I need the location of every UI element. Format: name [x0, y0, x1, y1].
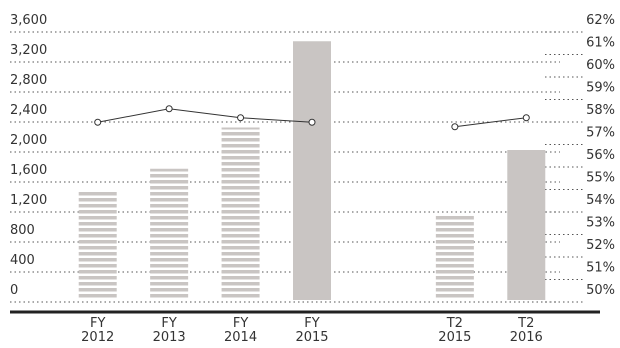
bar — [293, 41, 331, 300]
y2-tick-label: 62% — [586, 13, 615, 28]
y-tick-label: 0 — [10, 283, 18, 298]
y2-tick-label: 60% — [586, 58, 615, 73]
line — [454, 117, 527, 128]
y2-tick-label: 52% — [586, 238, 615, 253]
y2-tick-label: 50% — [586, 283, 615, 298]
x-tick-label: T2 — [446, 316, 463, 331]
x-tick-label: 2016 — [510, 330, 543, 344]
x-tick-label: 2012 — [81, 330, 114, 344]
bar — [221, 127, 260, 300]
line-point — [237, 114, 245, 122]
x-tick-label: T2 — [517, 316, 534, 331]
y2-tick-label: 56% — [586, 148, 615, 163]
y2-tick-label: 55% — [586, 171, 615, 186]
y-tick-label: 2,800 — [10, 73, 47, 88]
y-tick-label: 2,000 — [10, 133, 47, 148]
y-tick-label: 2,400 — [10, 103, 47, 118]
bar — [507, 150, 546, 300]
y2-tick-label: 58% — [586, 103, 615, 118]
bar — [150, 168, 189, 300]
y2-tick-label: 59% — [586, 81, 615, 96]
y2-tick-label: 53% — [586, 216, 615, 231]
line-point — [165, 105, 173, 113]
y-tick-label: 3,200 — [10, 43, 47, 58]
line-point — [451, 123, 459, 131]
line-point — [308, 118, 316, 126]
y2-tick-label: 54% — [586, 193, 615, 208]
y-tick-label: 800 — [10, 223, 35, 238]
line-point — [94, 118, 102, 126]
line — [97, 108, 313, 123]
bar — [78, 191, 117, 300]
x-tick-label: 2015 — [438, 330, 471, 344]
x-tick-label: FY — [233, 316, 248, 331]
y-tick-label: 3,600 — [10, 13, 47, 28]
y2-tick-label: 61% — [586, 36, 615, 51]
line-point — [522, 114, 530, 122]
x-tick-label: FY — [90, 316, 105, 331]
y-tick-label: 1,200 — [10, 193, 47, 208]
y-tick-label: 1,600 — [10, 163, 47, 178]
x-tick-label: 2015 — [295, 330, 328, 344]
bar — [435, 213, 474, 300]
x-tick-label: FY — [304, 316, 319, 331]
x-tick-label: 2013 — [153, 330, 186, 344]
y2-tick-label: 57% — [586, 126, 615, 141]
y-tick-label: 400 — [10, 253, 35, 268]
y2-tick-label: 51% — [586, 261, 615, 276]
x-tick-label: FY — [161, 316, 176, 331]
x-tick-label: 2014 — [224, 330, 257, 344]
